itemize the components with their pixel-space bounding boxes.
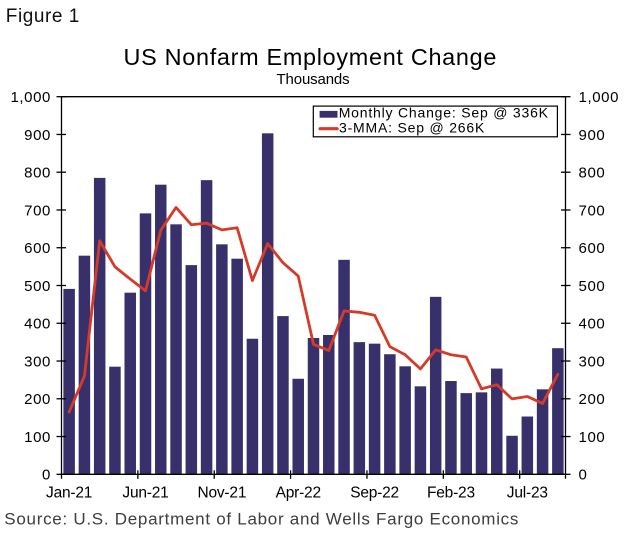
svg-text:800: 800 — [579, 165, 606, 182]
svg-text:400: 400 — [579, 316, 606, 333]
svg-text:Jul-23: Jul-23 — [507, 485, 548, 502]
svg-text:600: 600 — [579, 240, 606, 257]
svg-text:Apr-22: Apr-22 — [276, 485, 321, 502]
svg-text:Jun-21: Jun-21 — [122, 485, 168, 502]
svg-text:Jan-21: Jan-21 — [46, 485, 92, 502]
svg-text:500: 500 — [24, 278, 51, 295]
svg-text:Figure 1: Figure 1 — [6, 6, 80, 27]
svg-text:300: 300 — [24, 353, 51, 370]
svg-text:500: 500 — [579, 278, 606, 295]
svg-text:400: 400 — [24, 316, 51, 333]
svg-text:700: 700 — [579, 202, 606, 219]
svg-text:200: 200 — [24, 391, 51, 408]
svg-text:0: 0 — [579, 467, 588, 484]
svg-text:900: 900 — [579, 127, 606, 144]
svg-text:US Nonfarm Employment Change: US Nonfarm Employment Change — [124, 44, 498, 70]
svg-text:Sep-22: Sep-22 — [350, 485, 399, 502]
svg-text:100: 100 — [24, 429, 51, 446]
svg-text:100: 100 — [579, 429, 606, 446]
svg-text:1,000: 1,000 — [579, 89, 620, 106]
svg-text:Source: U.S. Department of Lab: Source: U.S. Department of Labor and Wel… — [4, 510, 519, 529]
svg-text:200: 200 — [579, 391, 606, 408]
svg-text:300: 300 — [579, 353, 606, 370]
svg-text:0: 0 — [42, 467, 51, 484]
svg-text:3-MMA: Sep @ 266K: 3-MMA: Sep @ 266K — [339, 120, 485, 136]
svg-text:1,000: 1,000 — [10, 89, 51, 106]
svg-text:900: 900 — [24, 127, 51, 144]
svg-text:800: 800 — [24, 165, 51, 182]
svg-text:Thousands: Thousands — [277, 71, 350, 88]
svg-text:600: 600 — [24, 240, 51, 257]
svg-text:Monthly Change: Sep @ 336K: Monthly Change: Sep @ 336K — [339, 105, 549, 121]
svg-text:Feb-23: Feb-23 — [427, 485, 475, 502]
svg-text:700: 700 — [24, 202, 51, 219]
svg-text:Nov-21: Nov-21 — [197, 485, 246, 502]
